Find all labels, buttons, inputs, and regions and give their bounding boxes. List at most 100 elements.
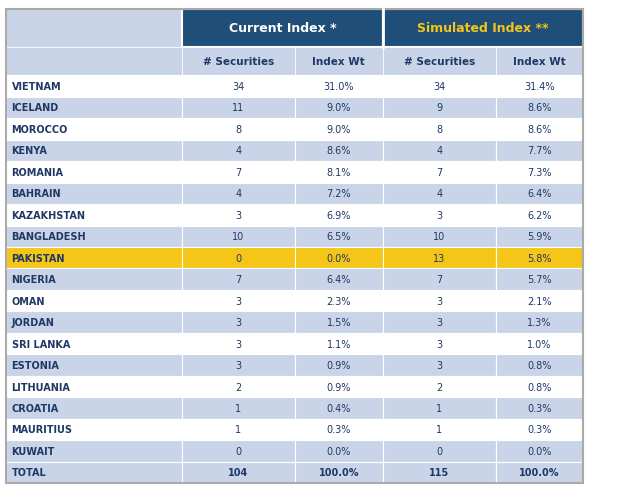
Bar bbox=[495, 333, 584, 355]
Bar bbox=[383, 419, 495, 440]
Bar bbox=[295, 419, 383, 440]
Bar bbox=[383, 333, 495, 355]
Text: 0.0%: 0.0% bbox=[326, 446, 351, 456]
Bar bbox=[182, 462, 295, 483]
Text: 10: 10 bbox=[232, 232, 244, 242]
Text: # Securities: # Securities bbox=[404, 57, 475, 67]
Text: 0.8%: 0.8% bbox=[527, 382, 552, 392]
Bar bbox=[495, 312, 584, 333]
Bar bbox=[295, 141, 383, 162]
Text: PAKISTAN: PAKISTAN bbox=[12, 253, 65, 263]
Text: Simulated Index **: Simulated Index ** bbox=[417, 22, 549, 35]
Bar bbox=[182, 247, 295, 269]
Text: 104: 104 bbox=[228, 468, 248, 477]
Bar bbox=[383, 376, 495, 397]
Bar bbox=[295, 333, 383, 355]
Text: JORDAN: JORDAN bbox=[12, 318, 54, 327]
Text: Index Wt: Index Wt bbox=[312, 57, 365, 67]
Bar bbox=[6, 226, 182, 247]
Text: KUWAIT: KUWAIT bbox=[12, 446, 55, 456]
Bar bbox=[182, 10, 383, 48]
Text: 1.1%: 1.1% bbox=[326, 339, 351, 349]
Text: 100.0%: 100.0% bbox=[319, 468, 359, 477]
Bar bbox=[383, 98, 495, 119]
Bar bbox=[6, 204, 182, 226]
Bar bbox=[295, 462, 383, 483]
Bar bbox=[495, 290, 584, 312]
Bar bbox=[383, 76, 495, 98]
Bar bbox=[182, 290, 295, 312]
Text: 34: 34 bbox=[433, 82, 445, 92]
Text: 7: 7 bbox=[436, 167, 442, 178]
Bar bbox=[383, 355, 495, 376]
Bar bbox=[182, 183, 295, 204]
Text: Current Index *: Current Index * bbox=[228, 22, 336, 35]
Text: 2: 2 bbox=[436, 382, 442, 392]
Text: 1: 1 bbox=[236, 425, 241, 434]
Bar bbox=[182, 397, 295, 419]
Bar bbox=[383, 162, 495, 183]
Bar bbox=[6, 290, 182, 312]
Bar bbox=[6, 98, 182, 119]
Bar bbox=[495, 48, 584, 76]
Bar bbox=[495, 247, 584, 269]
Bar bbox=[182, 141, 295, 162]
Bar bbox=[6, 141, 182, 162]
Bar bbox=[495, 462, 584, 483]
Text: 7.7%: 7.7% bbox=[527, 146, 552, 156]
Bar bbox=[295, 48, 383, 76]
Text: SRI LANKA: SRI LANKA bbox=[12, 339, 70, 349]
Text: 3: 3 bbox=[236, 318, 241, 327]
Bar bbox=[295, 76, 383, 98]
Text: 13: 13 bbox=[433, 253, 445, 263]
Text: 8.6%: 8.6% bbox=[326, 146, 351, 156]
Text: 3: 3 bbox=[436, 210, 442, 221]
Bar bbox=[295, 226, 383, 247]
Text: OMAN: OMAN bbox=[12, 296, 45, 306]
Text: 4: 4 bbox=[236, 146, 241, 156]
Text: 8.1%: 8.1% bbox=[326, 167, 351, 178]
Text: 9: 9 bbox=[436, 103, 442, 113]
Text: 0.3%: 0.3% bbox=[326, 425, 351, 434]
Bar bbox=[182, 226, 295, 247]
Text: 0.3%: 0.3% bbox=[527, 425, 552, 434]
Bar bbox=[6, 462, 182, 483]
Text: 1: 1 bbox=[436, 403, 442, 413]
Bar bbox=[295, 376, 383, 397]
Text: 11: 11 bbox=[232, 103, 244, 113]
Text: 6.4%: 6.4% bbox=[326, 275, 351, 285]
Bar bbox=[6, 312, 182, 333]
Bar bbox=[295, 269, 383, 290]
Text: 34: 34 bbox=[232, 82, 244, 92]
Bar bbox=[182, 162, 295, 183]
Text: 10: 10 bbox=[433, 232, 445, 242]
Bar bbox=[383, 269, 495, 290]
Bar bbox=[295, 290, 383, 312]
Text: 1.3%: 1.3% bbox=[527, 318, 552, 327]
Bar bbox=[495, 376, 584, 397]
Text: 4: 4 bbox=[236, 189, 241, 199]
Text: 31.0%: 31.0% bbox=[324, 82, 354, 92]
Bar bbox=[182, 119, 295, 141]
Bar bbox=[182, 419, 295, 440]
Bar bbox=[495, 419, 584, 440]
Bar bbox=[182, 312, 295, 333]
Bar bbox=[6, 376, 182, 397]
Bar bbox=[182, 98, 295, 119]
Bar bbox=[6, 119, 182, 141]
Bar bbox=[6, 162, 182, 183]
Text: 0.3%: 0.3% bbox=[527, 403, 552, 413]
Bar bbox=[6, 419, 182, 440]
Text: 3: 3 bbox=[236, 360, 241, 370]
Text: 7: 7 bbox=[436, 275, 442, 285]
Text: BAHRAIN: BAHRAIN bbox=[12, 189, 61, 199]
Text: 4: 4 bbox=[436, 146, 442, 156]
Text: TOTAL: TOTAL bbox=[12, 468, 46, 477]
Text: 6.9%: 6.9% bbox=[326, 210, 351, 221]
Text: 8.6%: 8.6% bbox=[527, 103, 552, 113]
Text: 5.8%: 5.8% bbox=[527, 253, 552, 263]
Text: 9.0%: 9.0% bbox=[326, 103, 351, 113]
Text: ROMANIA: ROMANIA bbox=[12, 167, 63, 178]
Text: KAZAKHSTAN: KAZAKHSTAN bbox=[12, 210, 86, 221]
Text: 0: 0 bbox=[236, 253, 241, 263]
